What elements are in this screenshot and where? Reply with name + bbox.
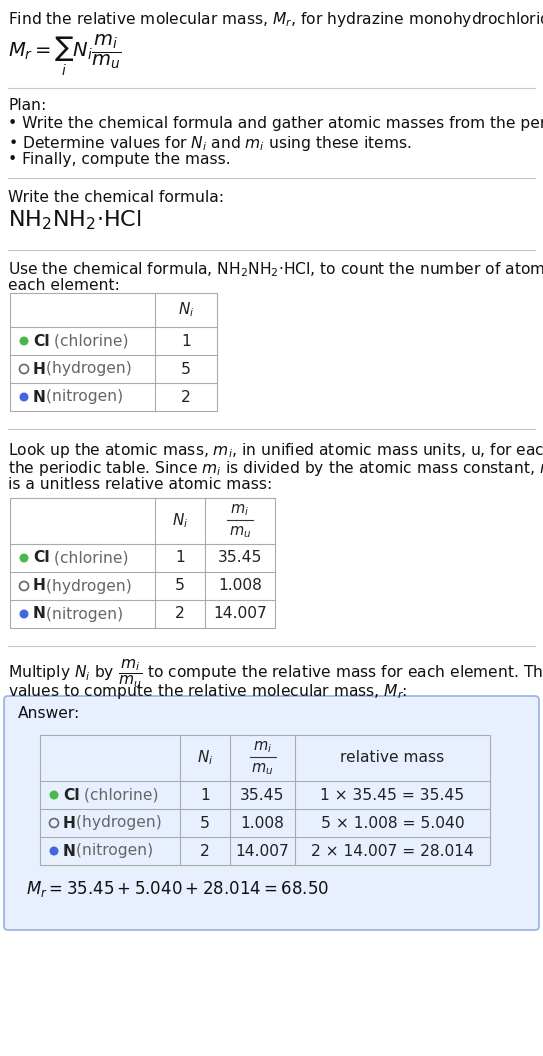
Text: N: N: [33, 390, 46, 404]
Text: 1.008: 1.008: [218, 579, 262, 593]
Text: $N_i$: $N_i$: [172, 512, 188, 530]
Text: 2: 2: [181, 390, 191, 404]
Text: 2: 2: [175, 606, 185, 622]
Text: (hydrogen): (hydrogen): [71, 815, 162, 830]
Text: $m_u$: $m_u$: [251, 761, 274, 777]
Text: 1 × 35.45 = 35.45: 1 × 35.45 = 35.45: [320, 788, 465, 803]
Text: 1.008: 1.008: [241, 815, 285, 830]
Bar: [10, 293, 217, 411]
Text: relative mass: relative mass: [340, 751, 445, 766]
Bar: [40, 735, 490, 865]
Text: Look up the atomic mass, $m_i$, in unified atomic mass units, u, for each elemen: Look up the atomic mass, $m_i$, in unifi…: [8, 441, 543, 460]
Text: H: H: [63, 815, 76, 830]
Text: $N_i$: $N_i$: [178, 301, 194, 319]
Text: 1: 1: [175, 550, 185, 566]
Text: $N_i$: $N_i$: [197, 749, 213, 768]
Text: (chlorine): (chlorine): [79, 788, 158, 803]
Text: $\rm NH_2NH_2{\cdot}HCl$: $\rm NH_2NH_2{\cdot}HCl$: [8, 208, 142, 231]
Text: 35.45: 35.45: [240, 788, 285, 803]
Text: 5: 5: [181, 361, 191, 377]
Circle shape: [49, 847, 59, 855]
Text: (chlorine): (chlorine): [49, 550, 128, 566]
Text: Use the chemical formula, $\rm NH_2NH_2{\cdot}HCl$, to count the number of atoms: Use the chemical formula, $\rm NH_2NH_2{…: [8, 260, 543, 279]
Text: N: N: [63, 844, 76, 859]
Text: the periodic table. Since $m_i$ is divided by the atomic mass constant, $m_u$, t: the periodic table. Since $m_i$ is divid…: [8, 459, 543, 478]
Text: • Finally, compute the mass.: • Finally, compute the mass.: [8, 152, 231, 167]
Text: (nitrogen): (nitrogen): [41, 390, 123, 404]
FancyBboxPatch shape: [4, 696, 539, 930]
Text: Cl: Cl: [33, 334, 49, 348]
Text: • Write the chemical formula and gather atomic masses from the periodic table.: • Write the chemical formula and gather …: [8, 116, 543, 131]
Text: 5 × 1.008 = 5.040: 5 × 1.008 = 5.040: [321, 815, 464, 830]
Text: $m_i$: $m_i$: [230, 503, 250, 517]
Text: (hydrogen): (hydrogen): [41, 579, 131, 593]
Text: 35.45: 35.45: [218, 550, 262, 566]
Text: Find the relative molecular mass, $M_r$, for hydrazine monohydrochloride:: Find the relative molecular mass, $M_r$,…: [8, 10, 543, 29]
Text: Multiply $N_i$ by $\dfrac{m_i}{m_u}$ to compute the relative mass for each eleme: Multiply $N_i$ by $\dfrac{m_i}{m_u}$ to …: [8, 658, 543, 691]
Text: $M_r = \sum_i N_i \dfrac{m_i}{m_u}$: $M_r = \sum_i N_i \dfrac{m_i}{m_u}$: [8, 32, 122, 78]
Circle shape: [20, 337, 28, 345]
Text: Cl: Cl: [63, 788, 80, 803]
Text: 5: 5: [175, 579, 185, 593]
Text: 14.007: 14.007: [236, 844, 289, 859]
Circle shape: [20, 609, 28, 619]
Text: N: N: [33, 606, 46, 622]
Text: Answer:: Answer:: [18, 706, 80, 721]
Text: 5: 5: [200, 815, 210, 830]
Circle shape: [20, 393, 28, 401]
Text: (nitrogen): (nitrogen): [71, 844, 153, 859]
Text: 2 × 14.007 = 28.014: 2 × 14.007 = 28.014: [311, 844, 474, 859]
Text: $m_i$: $m_i$: [253, 739, 272, 755]
Text: (chlorine): (chlorine): [49, 334, 128, 348]
Text: $m_u$: $m_u$: [229, 524, 251, 540]
Text: 1: 1: [200, 788, 210, 803]
Text: 14.007: 14.007: [213, 606, 267, 622]
Text: (nitrogen): (nitrogen): [41, 606, 123, 622]
Text: H: H: [33, 361, 46, 377]
Text: values to compute the relative molecular mass, $M_r$:: values to compute the relative molecular…: [8, 682, 407, 701]
Text: $M_r = 35.45 + 5.040 + 28.014 = 68.50$: $M_r = 35.45 + 5.040 + 28.014 = 68.50$: [26, 879, 329, 899]
Text: • Determine values for $N_i$ and $m_i$ using these items.: • Determine values for $N_i$ and $m_i$ u…: [8, 134, 412, 153]
Bar: [10, 498, 275, 628]
Circle shape: [49, 791, 59, 799]
Text: is a unitless relative atomic mass:: is a unitless relative atomic mass:: [8, 477, 272, 492]
Text: each element:: each element:: [8, 278, 120, 293]
Text: 1: 1: [181, 334, 191, 348]
Circle shape: [20, 553, 28, 563]
Text: Plan:: Plan:: [8, 98, 46, 113]
Text: Write the chemical formula:: Write the chemical formula:: [8, 190, 224, 205]
Text: (hydrogen): (hydrogen): [41, 361, 131, 377]
Text: 2: 2: [200, 844, 210, 859]
Text: H: H: [33, 579, 46, 593]
Text: Cl: Cl: [33, 550, 49, 566]
